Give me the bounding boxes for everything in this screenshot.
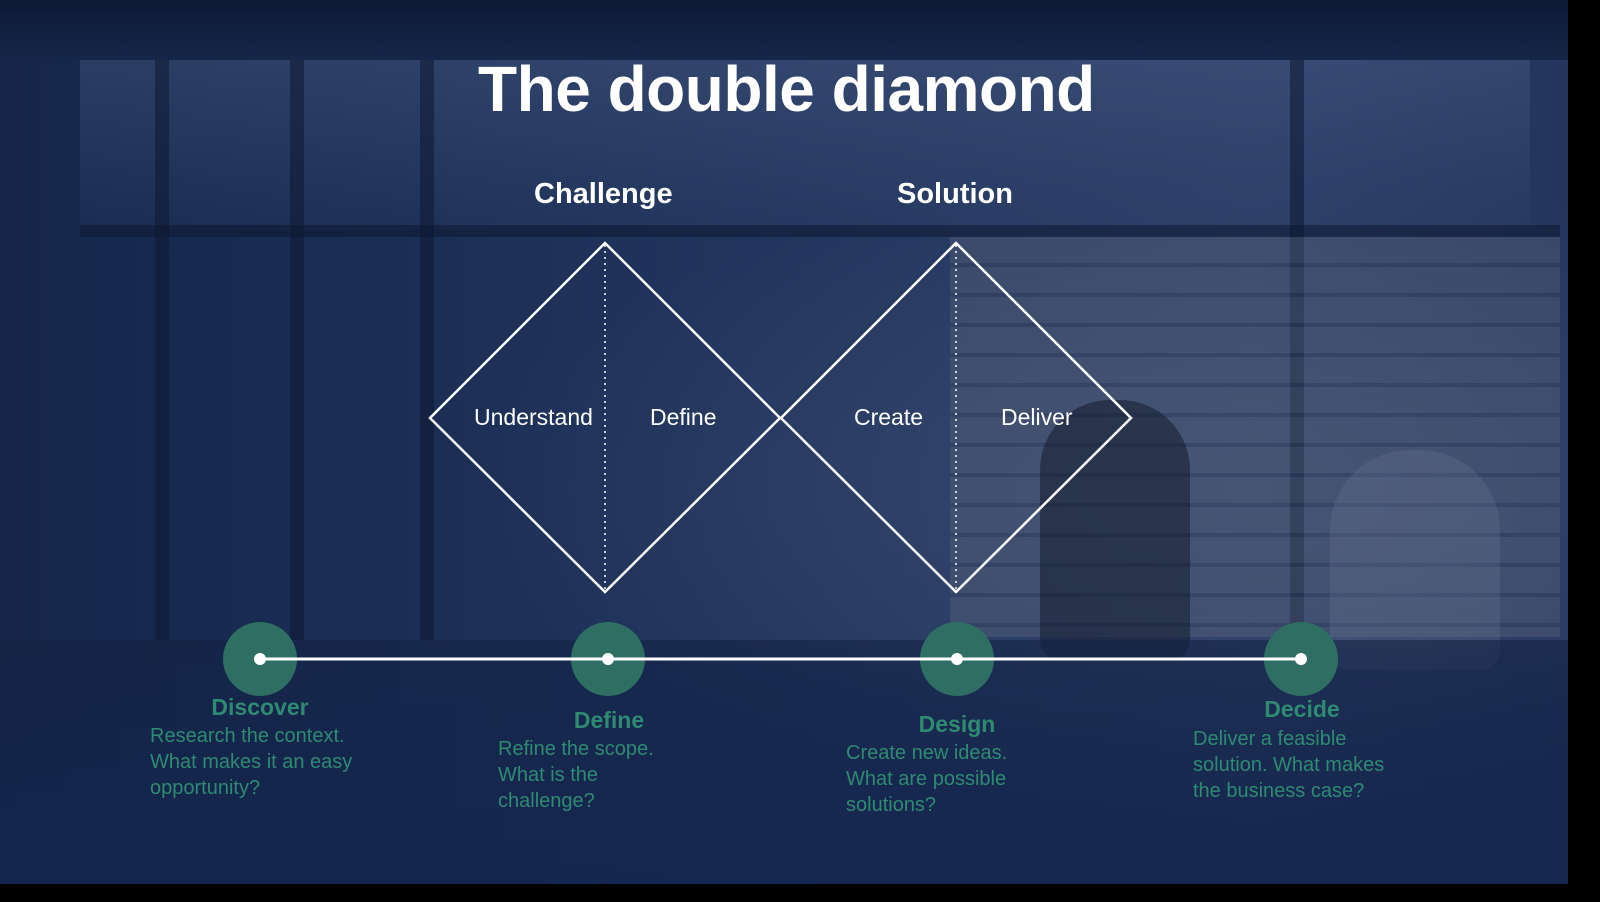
stage-description-decide: Deliver a feasible solution. What makes …: [1193, 728, 1385, 802]
timeline-dot: [602, 653, 614, 665]
stage-description-discover: Research the context. What makes it an e…: [150, 725, 353, 799]
timeline-dot: [254, 653, 266, 665]
group-label-solution: Solution: [897, 178, 1013, 210]
stage-title-decide: Decide: [1264, 696, 1340, 722]
timeline-dot: [1295, 653, 1307, 665]
diamond-label-deliver: Deliver: [1001, 404, 1073, 430]
stage-title-define: Define: [573, 707, 645, 733]
slide: The double diamond Challenge Solution Un…: [0, 0, 1568, 884]
group-label-challenge: Challenge: [534, 178, 673, 210]
diamond-solution: [779, 241, 1133, 594]
diamond-label-understand: Understand: [474, 404, 593, 430]
timeline-dot: [951, 653, 963, 665]
stage-description-define: Refine the scope. What is the challenge?: [498, 738, 654, 812]
diamond-label-create: Create: [854, 404, 924, 430]
stage-description-design: Create new ideas. What are possible solu…: [846, 742, 1008, 816]
stage-title-design: Design: [918, 711, 996, 737]
stage-title-discover: Discover: [211, 694, 309, 720]
diamond-challenge: [428, 241, 782, 594]
diamond-label-define: Define: [650, 404, 717, 430]
slide-title: The double diamond: [478, 53, 1095, 125]
double-diamond-diagram: [223, 241, 1338, 696]
